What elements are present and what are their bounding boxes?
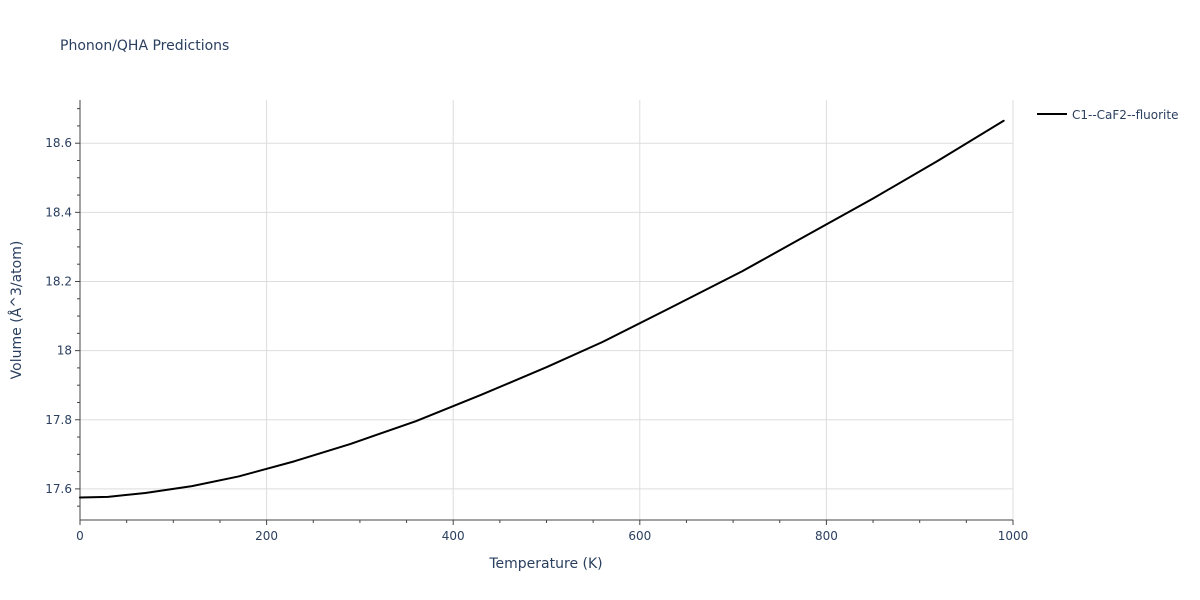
x-tick-label: 800 (815, 529, 838, 543)
axes-layer: 0 200 400 600 800 1000 17.6 17.8 18 18.2 18.4 18.6 (45, 100, 1028, 543)
x-axis-title: Temperature (K) (488, 556, 602, 572)
y-tick-label: 17.6 (45, 482, 72, 496)
legend[interactable]: C1--CaF2--fluorite (1037, 108, 1178, 122)
chart-title: Phonon/QHA Predictions (60, 38, 229, 54)
x-tick-label: 1000 (998, 529, 1029, 543)
x-tick-label: 600 (628, 529, 651, 543)
y-tick-label: 17.8 (45, 413, 72, 427)
legend-series-label: C1--CaF2--fluorite (1072, 108, 1178, 122)
x-tick-label: 0 (76, 529, 84, 543)
series-layer (79, 119, 1005, 499)
grid-layer (80, 100, 1014, 520)
x-tick-label: 400 (442, 529, 465, 543)
series-line-0 (79, 119, 1005, 499)
y-tick-label: 18.2 (45, 274, 72, 288)
y-tick-label: 18.4 (45, 205, 72, 219)
y-tick-label: 18 (57, 344, 72, 358)
x-tick-label: 200 (255, 529, 278, 543)
y-axis-title: Volume (Å^3/atom) (8, 241, 25, 380)
y-tick-label: 18.6 (45, 136, 72, 150)
